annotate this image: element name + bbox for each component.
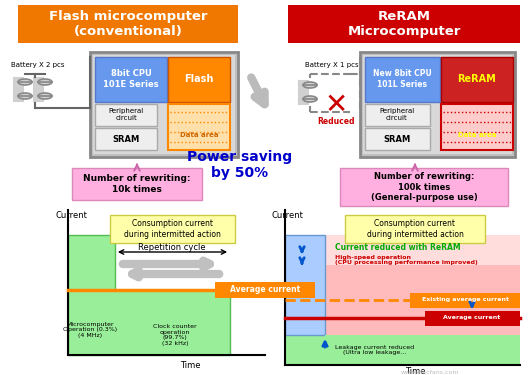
- FancyBboxPatch shape: [365, 128, 430, 150]
- Text: Time: Time: [180, 360, 200, 369]
- FancyBboxPatch shape: [95, 128, 157, 150]
- FancyBboxPatch shape: [72, 168, 202, 200]
- Ellipse shape: [38, 93, 52, 99]
- Text: Peripheral
circuit: Peripheral circuit: [379, 108, 415, 122]
- FancyBboxPatch shape: [95, 104, 157, 126]
- Text: 8bit CPU
101E Series: 8bit CPU 101E Series: [103, 69, 159, 89]
- FancyBboxPatch shape: [215, 282, 315, 298]
- Text: Repetition cycle: Repetition cycle: [138, 243, 206, 252]
- Text: Current reduced with ReRAM: Current reduced with ReRAM: [335, 243, 461, 252]
- Text: Data area: Data area: [458, 132, 496, 138]
- Ellipse shape: [38, 79, 52, 85]
- FancyBboxPatch shape: [168, 57, 230, 102]
- FancyBboxPatch shape: [410, 293, 520, 308]
- Text: Reduced: Reduced: [317, 117, 355, 126]
- Text: Number of rewriting:
100k times
(General-purpose use): Number of rewriting: 100k times (General…: [371, 172, 477, 202]
- FancyBboxPatch shape: [285, 235, 520, 365]
- Ellipse shape: [303, 82, 317, 88]
- FancyBboxPatch shape: [288, 5, 520, 43]
- FancyBboxPatch shape: [441, 104, 513, 150]
- Text: Consumption current
during intermitted action: Consumption current during intermitted a…: [367, 219, 463, 239]
- Text: Leakage current reduced
(Ultra low leakage...: Leakage current reduced (Ultra low leaka…: [335, 345, 414, 355]
- Ellipse shape: [303, 96, 317, 102]
- FancyBboxPatch shape: [90, 52, 238, 157]
- Text: High-speed operation
(CPU processing performance improved): High-speed operation (CPU processing per…: [335, 255, 478, 266]
- FancyBboxPatch shape: [363, 55, 512, 154]
- Ellipse shape: [18, 79, 32, 85]
- Polygon shape: [68, 235, 230, 355]
- FancyBboxPatch shape: [365, 57, 440, 102]
- Text: Existing average current: Existing average current: [422, 297, 508, 303]
- Text: Flash microcomputer
(conventional): Flash microcomputer (conventional): [49, 10, 207, 38]
- Text: Power saving
by 50%: Power saving by 50%: [187, 150, 293, 180]
- FancyBboxPatch shape: [95, 57, 167, 102]
- Text: ReRAM: ReRAM: [458, 74, 496, 84]
- FancyBboxPatch shape: [110, 215, 235, 243]
- Text: Current: Current: [55, 210, 87, 219]
- FancyBboxPatch shape: [325, 335, 405, 365]
- Text: Battery X 2 pcs: Battery X 2 pcs: [11, 62, 65, 68]
- Text: Average current: Average current: [230, 285, 300, 294]
- FancyBboxPatch shape: [365, 104, 430, 126]
- FancyBboxPatch shape: [340, 168, 508, 206]
- Text: Microcomputer
Operation (0.3%)
(4 MHz): Microcomputer Operation (0.3%) (4 MHz): [63, 322, 117, 338]
- FancyBboxPatch shape: [18, 5, 238, 43]
- FancyBboxPatch shape: [425, 311, 520, 326]
- FancyBboxPatch shape: [285, 235, 325, 335]
- Text: SRAM: SRAM: [112, 135, 140, 144]
- Text: ReRAM
Microcomputer: ReRAM Microcomputer: [348, 10, 461, 38]
- Text: Clock counter
operation
(99.7%)
(32 kHz): Clock counter operation (99.7%) (32 kHz): [153, 324, 197, 346]
- FancyBboxPatch shape: [441, 57, 513, 102]
- FancyBboxPatch shape: [345, 215, 485, 243]
- Text: Peripheral
circuit: Peripheral circuit: [108, 108, 144, 122]
- Text: SRAM: SRAM: [384, 135, 411, 144]
- FancyBboxPatch shape: [325, 265, 520, 335]
- Text: Current: Current: [272, 210, 304, 219]
- Text: www.elecfans.com: www.elecfans.com: [401, 370, 459, 375]
- FancyBboxPatch shape: [360, 52, 515, 157]
- Text: Time: Time: [405, 368, 425, 375]
- Text: New 8bit CPU
101L Series: New 8bit CPU 101L Series: [372, 69, 431, 89]
- Text: ✕: ✕: [324, 91, 348, 119]
- FancyBboxPatch shape: [430, 335, 520, 365]
- FancyBboxPatch shape: [93, 55, 235, 154]
- Ellipse shape: [18, 93, 32, 99]
- Text: Number of rewriting:
10k times: Number of rewriting: 10k times: [83, 174, 191, 194]
- Text: Battery X 1 pcs: Battery X 1 pcs: [305, 62, 359, 68]
- FancyBboxPatch shape: [168, 104, 230, 150]
- Text: Data area: Data area: [180, 132, 218, 138]
- Text: Consumption current
during intermitted action: Consumption current during intermitted a…: [124, 219, 221, 239]
- FancyBboxPatch shape: [285, 335, 520, 365]
- Text: Average current: Average current: [443, 315, 500, 321]
- Text: Flash: Flash: [184, 74, 214, 84]
